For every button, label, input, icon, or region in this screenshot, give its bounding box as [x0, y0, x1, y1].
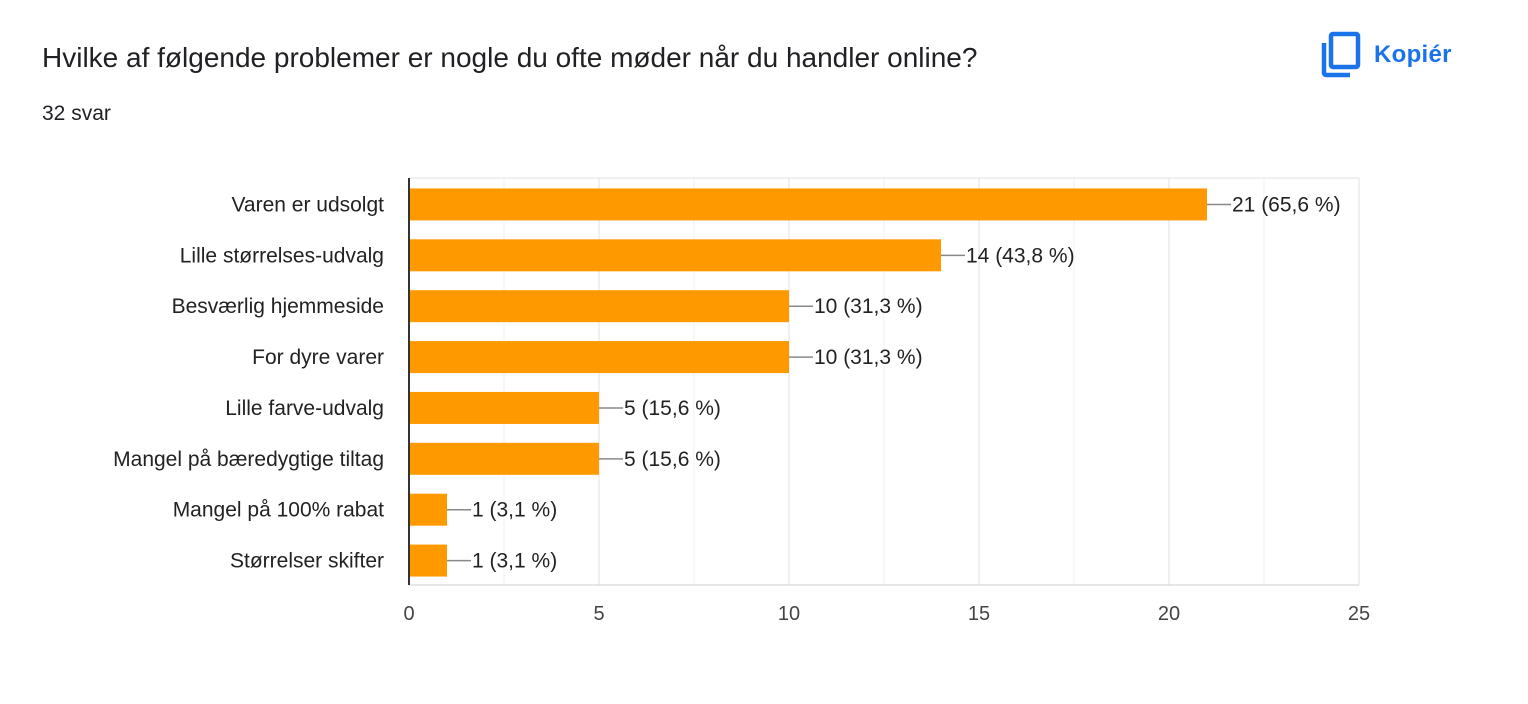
x-tick-label: 5: [593, 603, 604, 625]
category-label: Størrelser skifter: [230, 550, 384, 573]
data-label: 21 (65,6 %): [1232, 193, 1341, 216]
category-label: Lille farve-udvalg: [225, 397, 384, 420]
data-label: 1 (3,1 %): [472, 499, 557, 522]
copy-label: Kopiér: [1374, 41, 1452, 68]
data-label: 10 (31,3 %): [814, 346, 923, 369]
x-tick-label: 15: [968, 603, 990, 625]
x-tick-label: 10: [778, 603, 800, 625]
bar: [409, 239, 941, 272]
x-tick-label: 25: [1348, 603, 1370, 625]
category-label: Besværlig hjemmeside: [172, 295, 384, 318]
data-label: 10 (31,3 %): [814, 295, 923, 318]
category-label: Varen er udsolgt: [231, 193, 384, 216]
x-tick-label: 20: [1158, 603, 1180, 625]
data-label: 1 (3,1 %): [472, 550, 557, 573]
category-label: For dyre varer: [252, 346, 384, 369]
bar: [409, 341, 789, 374]
data-label: 14 (43,8 %): [966, 244, 1075, 267]
bar: [409, 391, 599, 424]
bar: [409, 188, 1207, 221]
question-title: Hvilke af følgende problemer er nogle du…: [42, 42, 978, 73]
data-label: 5 (15,6 %): [624, 397, 721, 420]
bar: [409, 442, 599, 475]
data-label: 5 (15,6 %): [624, 448, 721, 471]
x-tick-label: 0: [403, 603, 414, 625]
bar: [409, 290, 789, 323]
response-count: 32 svar: [42, 102, 111, 125]
category-label: Mangel på 100% rabat: [173, 499, 384, 522]
copy-button[interactable]: Kopiér: [1320, 30, 1452, 80]
bar: [409, 544, 447, 577]
category-label: Mangel på bæredygtige tiltag: [113, 448, 384, 471]
bar: [409, 493, 447, 526]
copy-icon: [1321, 31, 1361, 78]
category-label: Lille størrelses-udvalg: [180, 244, 384, 267]
